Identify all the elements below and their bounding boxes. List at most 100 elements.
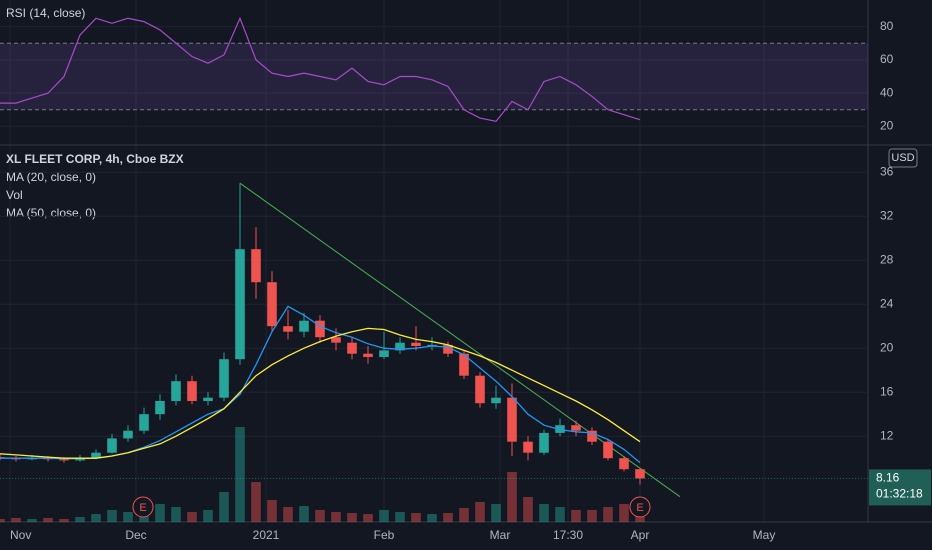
volume-bar <box>203 510 213 522</box>
volume-bar <box>523 497 533 522</box>
volume-bar <box>11 518 21 522</box>
volume-bar <box>619 504 629 522</box>
volume-bar <box>555 507 565 522</box>
rsi-legend: RSI (14, close) <box>6 6 85 20</box>
volume-bar <box>91 514 101 522</box>
ma50-legend: MA (50, close, 0) <box>6 206 96 220</box>
volume-bar <box>59 519 69 522</box>
candle-body <box>203 397 213 401</box>
volume-bar <box>347 513 357 522</box>
candle-body <box>379 350 389 357</box>
volume-bar <box>43 518 53 522</box>
candle-body <box>523 441 533 453</box>
x-tick-label: Mar <box>490 528 511 542</box>
volume-bar <box>155 504 165 522</box>
earnings-marker <box>132 496 154 518</box>
candle-body <box>91 452 101 459</box>
y-tick-label: 20 <box>880 119 894 133</box>
candle-body <box>603 441 613 459</box>
candle-body <box>139 414 149 431</box>
volume-bar <box>395 512 405 522</box>
candle-body <box>491 397 501 404</box>
volume-bar <box>0 519 5 522</box>
candle-body <box>443 344 453 354</box>
candle-body <box>507 397 517 442</box>
volume-bar <box>379 510 389 522</box>
candle-body <box>587 430 597 442</box>
earnings-label: E <box>139 502 146 514</box>
x-tick-label: Dec <box>125 528 146 542</box>
moving-average <box>0 327 641 459</box>
y-tick-label: 20 <box>880 340 894 354</box>
candle-body <box>539 432 549 453</box>
rsi-line <box>0 16 641 123</box>
x-tick-label: 2021 <box>253 528 280 542</box>
candle-body <box>123 430 133 439</box>
volume-bar <box>539 504 549 522</box>
candle-body <box>459 353 469 376</box>
x-tick-label: 17:30 <box>553 528 583 542</box>
candle-body <box>283 326 293 332</box>
volume-bar <box>331 512 341 522</box>
y-tick-label: 80 <box>880 19 894 33</box>
volume-bar <box>363 514 373 522</box>
volume-bar <box>299 506 309 522</box>
x-tick-label: Apr <box>631 528 650 542</box>
earnings-marker <box>629 496 651 518</box>
volume-bar <box>123 512 133 522</box>
candle-body <box>635 469 645 479</box>
candle-body <box>155 401 165 415</box>
y-tick-label: 16 <box>880 384 894 398</box>
candle-body <box>475 375 485 404</box>
price-legend: XL FLEET CORP, 4h, Cboe BZX <box>6 152 184 166</box>
candle-body <box>171 381 181 401</box>
y-tick-label: 12 <box>880 428 894 442</box>
y-tick-label: 40 <box>880 85 894 99</box>
candle-body <box>107 438 117 453</box>
countdown-label: 01:32:18 <box>876 487 923 501</box>
candle-body <box>235 249 245 360</box>
x-tick-label: Nov <box>10 528 31 542</box>
y-tick-label: 60 <box>880 52 894 66</box>
candle-body <box>299 320 309 332</box>
vol-legend: Vol <box>6 188 23 202</box>
volume-bar <box>27 519 37 522</box>
volume-bar <box>219 492 229 522</box>
y-tick-label: 28 <box>880 252 894 266</box>
currency-badge <box>888 148 918 168</box>
volume-bar <box>443 513 453 522</box>
candle-body <box>267 282 277 327</box>
volume-bar <box>251 482 261 522</box>
volume-bar <box>587 510 597 522</box>
volume-bar <box>427 514 437 522</box>
candle-body <box>315 320 325 338</box>
candle-body <box>571 425 581 431</box>
x-tick-label: Feb <box>374 528 395 542</box>
ma20-legend: MA (20, close, 0) <box>6 170 96 184</box>
volume-bar <box>459 508 469 522</box>
x-tick-label: May <box>753 528 776 542</box>
candle-body <box>363 353 373 357</box>
y-tick-label: 32 <box>880 208 894 222</box>
volume-bar <box>603 507 613 522</box>
currency-label: USD <box>891 152 914 164</box>
volume-bar <box>75 517 85 522</box>
candle-body <box>59 459 69 461</box>
volume-bar <box>411 513 421 522</box>
volume-bar <box>283 507 293 522</box>
trendline <box>239 182 681 498</box>
candle-body <box>251 249 261 283</box>
volume-bar <box>507 472 517 522</box>
volume-bar <box>171 507 181 522</box>
volume-bar <box>571 510 581 522</box>
candle-body <box>619 458 629 470</box>
y-tick-label: 24 <box>880 296 894 310</box>
last-price-label: 8.16 <box>876 471 900 485</box>
rsi-band <box>0 43 868 110</box>
volume-bar <box>267 500 277 522</box>
earnings-label: E <box>636 502 643 514</box>
candle-body <box>395 342 405 351</box>
candle-body <box>187 381 197 401</box>
y-tick-label: 36 <box>880 164 894 178</box>
